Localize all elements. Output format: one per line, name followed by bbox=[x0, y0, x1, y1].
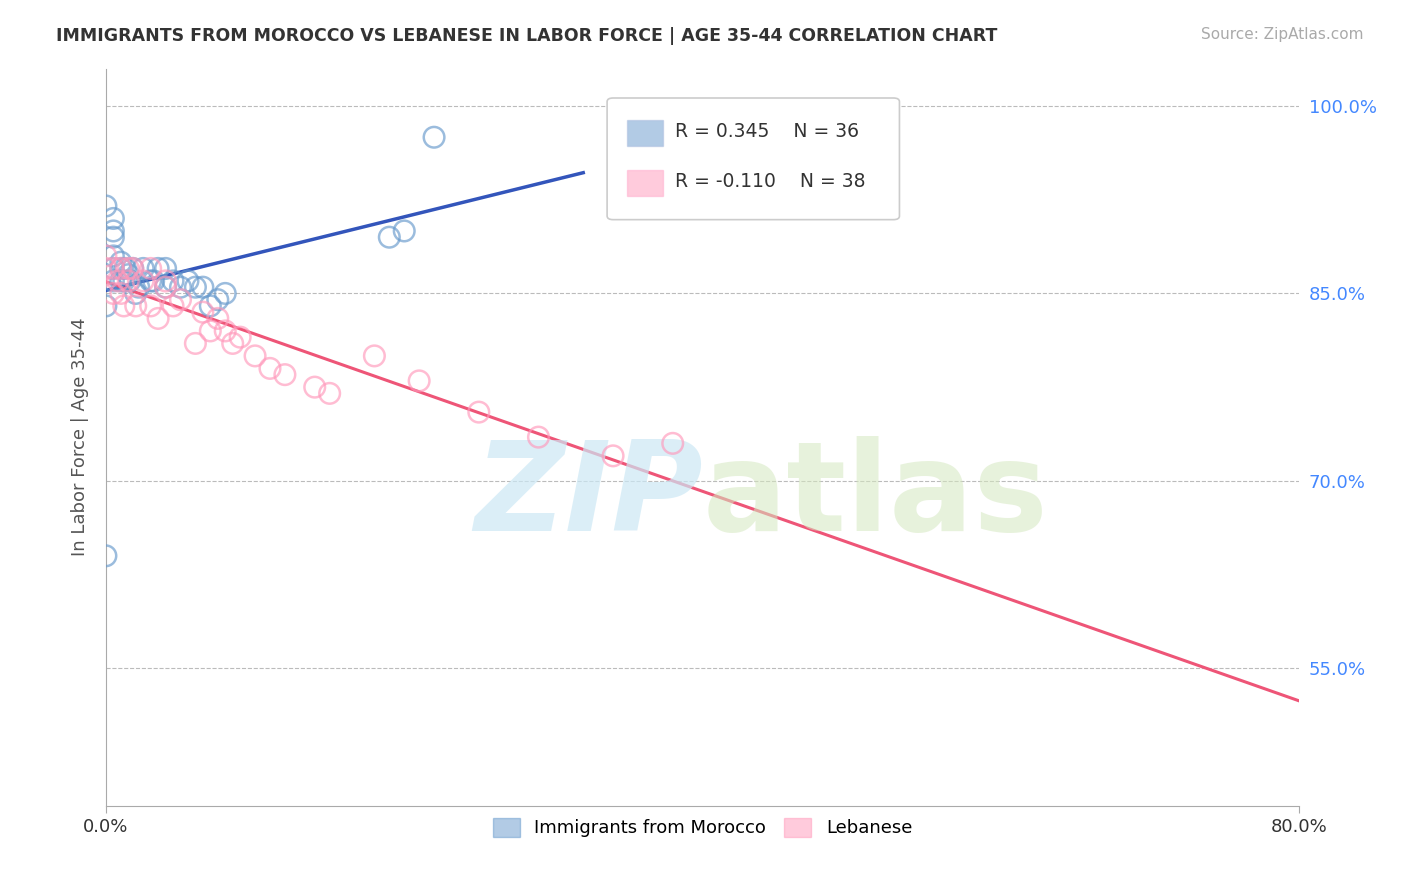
Point bbox=[408, 374, 430, 388]
Text: R = 0.345    N = 36: R = 0.345 N = 36 bbox=[675, 121, 859, 141]
Point bbox=[112, 299, 135, 313]
Point bbox=[125, 299, 148, 313]
Point bbox=[107, 274, 129, 288]
Point bbox=[103, 261, 125, 276]
Point bbox=[94, 299, 117, 313]
Point bbox=[121, 261, 143, 276]
Legend: Immigrants from Morocco, Lebanese: Immigrants from Morocco, Lebanese bbox=[485, 811, 920, 845]
Point bbox=[112, 274, 135, 288]
Point bbox=[661, 436, 683, 450]
Point bbox=[117, 261, 139, 276]
Point bbox=[110, 261, 132, 276]
Point bbox=[139, 299, 162, 313]
Point bbox=[103, 230, 125, 244]
Point bbox=[139, 274, 162, 288]
FancyBboxPatch shape bbox=[607, 98, 900, 219]
Point bbox=[527, 430, 550, 444]
Point bbox=[222, 336, 245, 351]
Point bbox=[207, 311, 229, 326]
Point bbox=[117, 268, 139, 282]
Point bbox=[94, 261, 117, 276]
Point bbox=[155, 261, 177, 276]
Point bbox=[146, 261, 169, 276]
Point bbox=[94, 549, 117, 563]
Point bbox=[274, 368, 297, 382]
Point bbox=[214, 286, 236, 301]
Point bbox=[169, 280, 191, 294]
Point bbox=[155, 280, 177, 294]
Point bbox=[142, 274, 165, 288]
Point bbox=[155, 274, 177, 288]
Point bbox=[162, 299, 184, 313]
FancyBboxPatch shape bbox=[627, 169, 664, 195]
Point bbox=[110, 261, 132, 276]
Point bbox=[243, 349, 266, 363]
Point bbox=[146, 311, 169, 326]
Point bbox=[139, 261, 162, 276]
Point bbox=[394, 224, 416, 238]
Point bbox=[125, 286, 148, 301]
Point bbox=[132, 261, 155, 276]
Point bbox=[110, 286, 132, 301]
Point bbox=[128, 280, 150, 294]
Text: IMMIGRANTS FROM MOROCCO VS LEBANESE IN LABOR FORCE | AGE 35-44 CORRELATION CHART: IMMIGRANTS FROM MOROCCO VS LEBANESE IN L… bbox=[56, 27, 998, 45]
Text: Source: ZipAtlas.com: Source: ZipAtlas.com bbox=[1201, 27, 1364, 42]
Point bbox=[121, 261, 143, 276]
Point bbox=[229, 330, 252, 344]
Point bbox=[184, 280, 207, 294]
Point bbox=[132, 274, 155, 288]
Point bbox=[117, 274, 139, 288]
Point bbox=[103, 286, 125, 301]
Point bbox=[94, 199, 117, 213]
Text: atlas: atlas bbox=[703, 435, 1049, 557]
Point bbox=[103, 224, 125, 238]
Point bbox=[110, 274, 132, 288]
Point bbox=[468, 405, 491, 419]
Point bbox=[259, 361, 281, 376]
Point bbox=[214, 324, 236, 338]
Point bbox=[94, 249, 117, 263]
Text: R = -0.110    N = 38: R = -0.110 N = 38 bbox=[675, 172, 866, 191]
Point bbox=[207, 293, 229, 307]
Point bbox=[162, 274, 184, 288]
Point bbox=[602, 449, 624, 463]
Point bbox=[184, 336, 207, 351]
Point bbox=[191, 280, 214, 294]
Point bbox=[191, 305, 214, 319]
Point bbox=[423, 130, 446, 145]
Point bbox=[103, 261, 125, 276]
Text: ZIP: ZIP bbox=[474, 435, 703, 557]
Point bbox=[177, 274, 200, 288]
Point bbox=[200, 324, 222, 338]
Point bbox=[114, 261, 136, 276]
Y-axis label: In Labor Force | Age 35-44: In Labor Force | Age 35-44 bbox=[72, 318, 89, 557]
Point bbox=[110, 255, 132, 269]
Point bbox=[318, 386, 340, 401]
FancyBboxPatch shape bbox=[627, 120, 664, 145]
Point bbox=[378, 230, 401, 244]
Point bbox=[103, 211, 125, 226]
Point bbox=[200, 299, 222, 313]
Point bbox=[103, 274, 125, 288]
Point bbox=[169, 293, 191, 307]
Point bbox=[304, 380, 326, 394]
Point bbox=[363, 349, 385, 363]
Point bbox=[103, 249, 125, 263]
Point bbox=[155, 280, 177, 294]
Point bbox=[118, 274, 141, 288]
